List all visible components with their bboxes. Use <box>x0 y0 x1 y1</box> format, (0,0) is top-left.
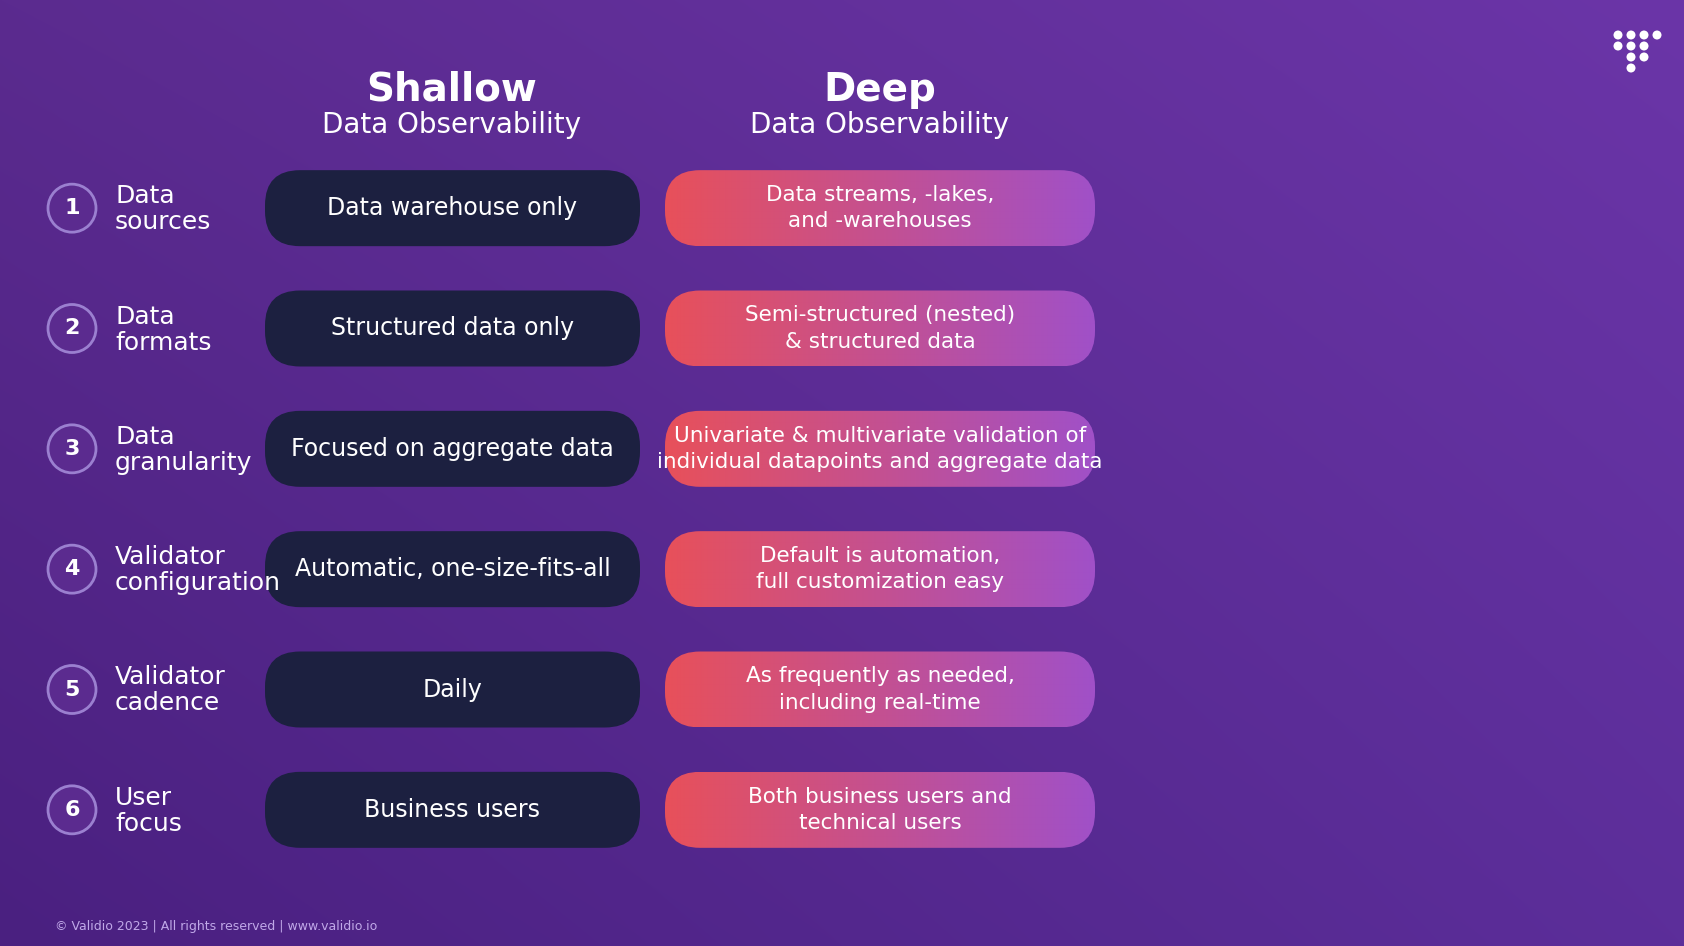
Text: Data warehouse only: Data warehouse only <box>327 196 578 220</box>
Text: Data streams, -lakes,
and -warehouses: Data streams, -lakes, and -warehouses <box>766 185 994 232</box>
Circle shape <box>1613 30 1622 40</box>
Text: configuration: configuration <box>115 571 281 595</box>
Text: 6: 6 <box>64 799 79 820</box>
Circle shape <box>1640 52 1649 61</box>
Circle shape <box>49 665 96 713</box>
Text: Deep: Deep <box>823 71 936 109</box>
Text: Data: Data <box>115 305 175 328</box>
Circle shape <box>1627 63 1635 73</box>
Circle shape <box>1640 42 1649 50</box>
Circle shape <box>1627 30 1635 40</box>
Text: Business users: Business users <box>364 797 541 822</box>
Text: Automatic, one-size-fits-all: Automatic, one-size-fits-all <box>295 557 610 581</box>
Text: As frequently as needed,
including real-time: As frequently as needed, including real-… <box>746 666 1014 712</box>
Text: 1: 1 <box>64 198 79 219</box>
Text: Data Observability: Data Observability <box>323 111 581 139</box>
Circle shape <box>1627 42 1635 50</box>
Text: Shallow: Shallow <box>367 71 537 109</box>
Circle shape <box>49 786 96 833</box>
Circle shape <box>49 545 96 593</box>
Circle shape <box>1640 30 1649 40</box>
Text: Daily: Daily <box>423 677 482 702</box>
Circle shape <box>1652 30 1662 40</box>
Text: © Validio 2023 | All rights reserved | www.validio.io: © Validio 2023 | All rights reserved | w… <box>56 920 377 933</box>
Text: formats: formats <box>115 330 212 355</box>
Circle shape <box>49 305 96 353</box>
Text: Data Observability: Data Observability <box>751 111 1009 139</box>
Text: 4: 4 <box>64 559 79 579</box>
Text: 3: 3 <box>64 439 79 459</box>
Circle shape <box>49 184 96 232</box>
Text: granularity: granularity <box>115 451 253 475</box>
Circle shape <box>1613 42 1622 50</box>
Text: Default is automation,
full customization easy: Default is automation, full customizatio… <box>756 546 1004 592</box>
Text: 5: 5 <box>64 679 79 699</box>
Text: Data: Data <box>115 184 175 208</box>
FancyBboxPatch shape <box>264 772 640 848</box>
Text: Validator: Validator <box>115 665 226 690</box>
Circle shape <box>1627 52 1635 61</box>
Text: Structured data only: Structured data only <box>332 317 574 341</box>
Text: User: User <box>115 786 172 810</box>
Text: sources: sources <box>115 210 212 235</box>
Text: Validator: Validator <box>115 545 226 569</box>
Text: Focused on aggregate data: Focused on aggregate data <box>291 437 615 461</box>
Text: 2: 2 <box>64 319 79 339</box>
Text: Univariate & multivariate validation of
individual datapoints and aggregate data: Univariate & multivariate validation of … <box>657 426 1103 472</box>
Circle shape <box>49 425 96 473</box>
Text: focus: focus <box>115 812 182 836</box>
Text: Data: Data <box>115 425 175 448</box>
Text: cadence: cadence <box>115 692 221 715</box>
FancyBboxPatch shape <box>264 290 640 366</box>
FancyBboxPatch shape <box>264 411 640 487</box>
FancyBboxPatch shape <box>264 531 640 607</box>
FancyBboxPatch shape <box>264 652 640 727</box>
Text: Both business users and
technical users: Both business users and technical users <box>748 787 1012 833</box>
FancyBboxPatch shape <box>264 170 640 246</box>
Text: Semi-structured (nested)
& structured data: Semi-structured (nested) & structured da… <box>744 306 1015 352</box>
